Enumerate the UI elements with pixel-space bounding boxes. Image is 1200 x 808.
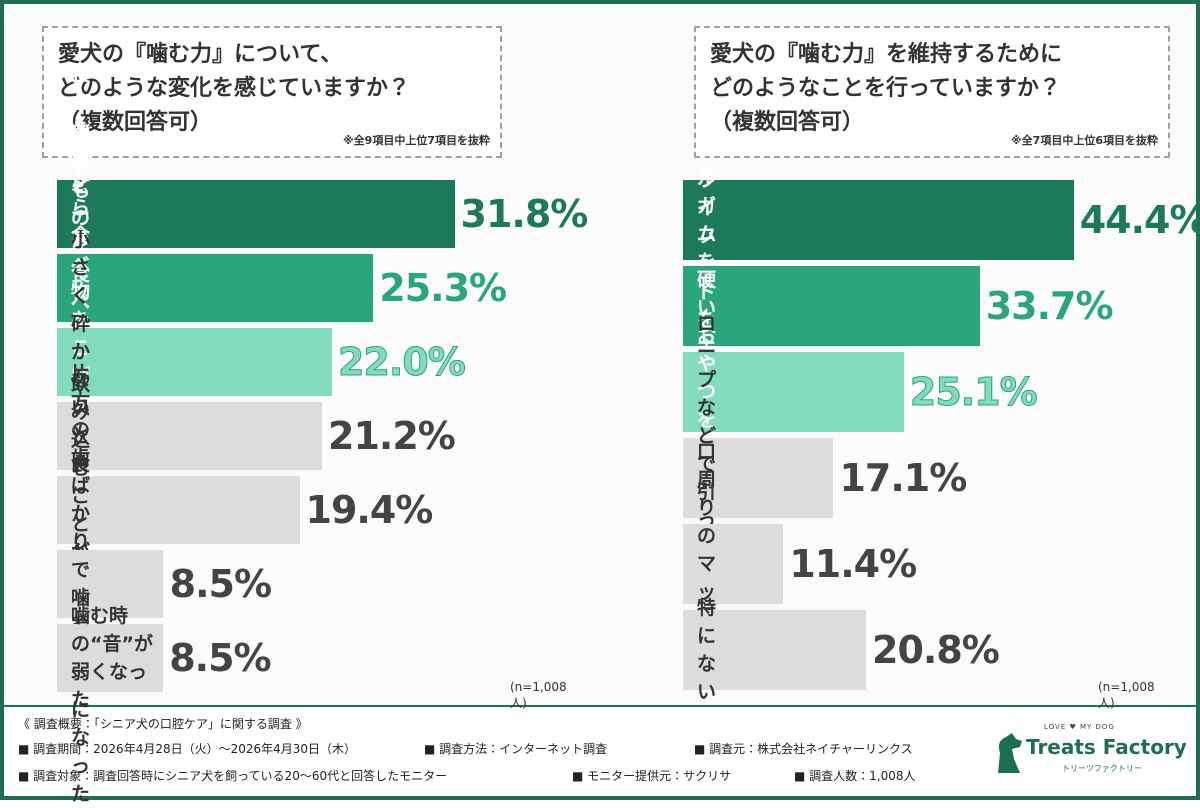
survey-item: ■ 調査方法：インターネット調査 xyxy=(424,742,608,756)
survey-item: ■ 調査元：株式会社ネイチャーリンクス xyxy=(694,742,913,756)
question-box: 愛犬の『噛む力』を維持するために どのようなことを行っていますか？ （複数回答可… xyxy=(694,26,1170,158)
bar xyxy=(683,180,1074,260)
chart-note: ※全9項目中上位7項目を抜粋 xyxy=(342,134,490,147)
bar xyxy=(683,266,980,346)
survey-footer: 《 調査概要：「シニア犬の口腔ケア」に関する調査 》 ■ 調査期間：2026年4… xyxy=(4,705,1196,796)
bar xyxy=(57,328,332,396)
logo-kana: トリーツファクトリー xyxy=(1062,764,1142,773)
survey-heading: 《 調査概要：「シニア犬の口腔ケア」に関する調査 》 xyxy=(18,717,308,731)
survey-item: ■ モニター提供元：サクリサ xyxy=(572,769,732,783)
bar xyxy=(57,476,300,544)
bar xyxy=(57,550,164,618)
bar xyxy=(683,352,904,432)
question-box: 愛犬の『噛む力』について、 どのような変化を感じていますか？ （複数回答可） ※全… xyxy=(42,26,502,158)
bar xyxy=(683,524,784,604)
bar-content: 硬いおやつを与える25.1% xyxy=(683,269,1038,515)
logo-tagline: LOVE ♥ MY DOG xyxy=(1044,723,1115,731)
bar xyxy=(57,254,374,322)
bar-content: 噛む時の“音”が弱くなった 8.5% xyxy=(57,605,272,711)
value-label: 44.4% xyxy=(1079,198,1200,242)
bar xyxy=(57,180,455,248)
bar xyxy=(683,438,834,518)
value-label: 8.5% xyxy=(169,562,272,606)
value-label: 31.8% xyxy=(460,192,589,236)
bar-content: 片方の歯ばかりで 噛むようになった8.5% xyxy=(57,363,272,805)
chart-panel: 愛犬の『噛む力』を維持するために どのようなことを行っていますか？ （複数回答可… xyxy=(0,0,1200,710)
bar-content: ロープなどで引っ張りっこ17.1% xyxy=(683,313,967,643)
chart-title: 愛犬の『噛む力』を維持するために どのようなことを行っていますか？ （複数回答可… xyxy=(710,42,1063,135)
category-label: 特にない xyxy=(697,597,717,703)
bar xyxy=(683,610,867,690)
value-label: 25.3% xyxy=(379,266,507,310)
logo-name: Treats Factory xyxy=(1026,735,1187,759)
survey-item: ■ 調査人数：1,008人 xyxy=(794,769,916,783)
bar xyxy=(57,402,322,470)
chart-panel: 愛犬の『噛む力』について、 どのような変化を感じていますか？ （複数回答可） ※全… xyxy=(0,0,588,805)
value-label: 17.1% xyxy=(839,456,967,500)
sample-size: (n=1,008人) xyxy=(1098,680,1155,710)
value-label: 22.0% xyxy=(338,340,467,385)
bar-content: デンタルガムを与える44.4% xyxy=(683,83,1200,357)
logo-dog xyxy=(998,733,1022,773)
value-label: 21.2% xyxy=(328,414,456,458)
value-label: 25.1% xyxy=(909,370,1038,415)
bar-content: 飲み込むことが増えた19.4% xyxy=(57,373,434,647)
value-label: 11.4% xyxy=(789,542,917,586)
chart-title: 愛犬の『噛む力』について、 どのような変化を感じていますか？ （複数回答可） xyxy=(58,42,411,135)
survey-item: ■ 調査対象：調査回答時にシニア犬を飼っている20～60代と回答したモニター xyxy=(18,769,448,783)
value-label: 8.5% xyxy=(169,636,271,680)
survey-item: ■ 調査期間：2026年4月28日（火）～2026年4月30日（木） xyxy=(18,742,357,756)
bar-content: ドライフードを主食にする33.7% xyxy=(683,141,1114,471)
bar xyxy=(57,624,164,692)
bar-content: 特にない 20.8% xyxy=(683,597,1000,703)
value-label: 20.8% xyxy=(872,628,1000,672)
chart-note: ※全7項目中上位6項目を抜粋 xyxy=(1010,134,1158,147)
value-label: 33.7% xyxy=(985,284,1114,328)
value-label: 19.4% xyxy=(305,488,434,532)
sample-size: (n=1,008人) xyxy=(510,680,567,710)
category-label: 噛む時の“音”が弱くなった xyxy=(71,605,153,711)
bar-content: 口周りのマッサージ11.4% xyxy=(683,441,917,687)
